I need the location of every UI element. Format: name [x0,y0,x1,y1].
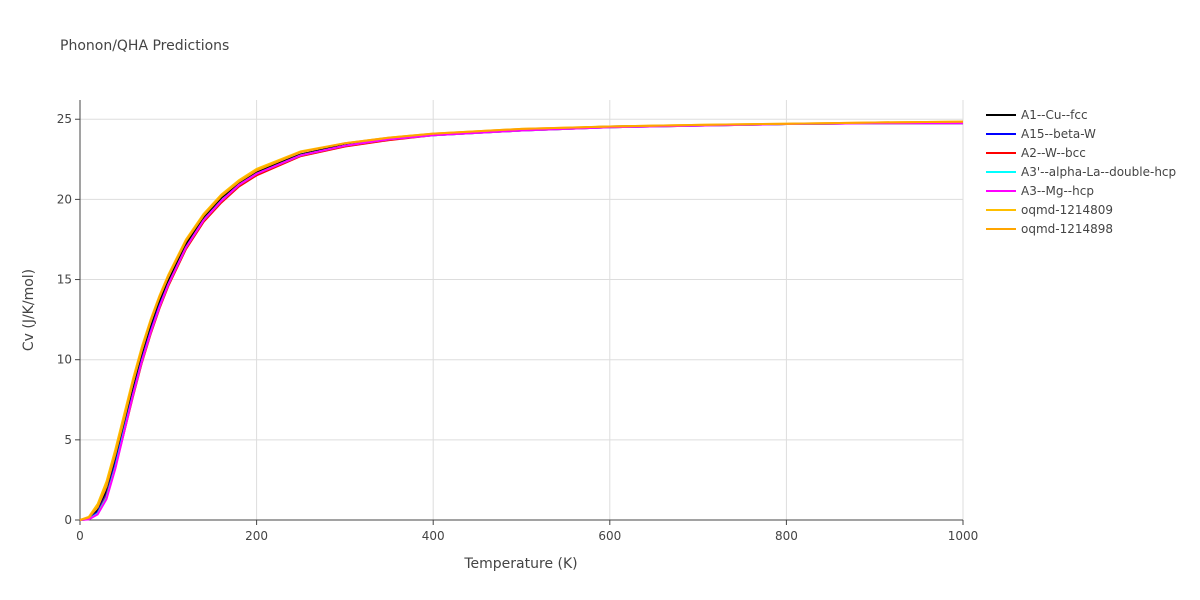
series-line [79,122,963,521]
legend-label: A2--W--bcc [1021,146,1086,160]
y-tick-label: 25 [57,112,72,126]
series-line [79,122,963,521]
x-tick-label: 600 [598,529,621,543]
y-tick-label: 15 [57,273,72,287]
series-line [79,122,963,521]
legend-label: A3'--alpha-La--double-hcp [1021,165,1176,179]
legend-label: oqmd-1214809 [1021,203,1113,217]
legend-label: oqmd-1214898 [1021,222,1113,236]
x-tick-label: 800 [775,529,798,543]
legend-label: A3--Mg--hcp [1021,184,1094,198]
y-tick-label: 5 [64,433,72,447]
x-tick-label: 400 [422,529,445,543]
series-line [79,122,963,521]
legend-label: A1--Cu--fcc [1021,108,1088,122]
y-tick-label: 20 [57,192,72,206]
chart-title: Phonon/QHA Predictions [60,38,229,54]
x-tick-label: 200 [245,529,268,543]
series-line [79,120,964,521]
x-tick-label: 0 [76,529,84,543]
legend-label: A15--beta-W [1021,127,1096,141]
y-axis-title: Cv (J/K/mol) [21,269,37,351]
series-line [79,120,964,521]
x-tick-label: 1000 [948,529,979,543]
x-axis-title: Temperature (K) [463,556,577,572]
y-tick-label: 10 [57,353,72,367]
series-line [79,122,963,521]
y-tick-label: 0 [64,513,72,527]
